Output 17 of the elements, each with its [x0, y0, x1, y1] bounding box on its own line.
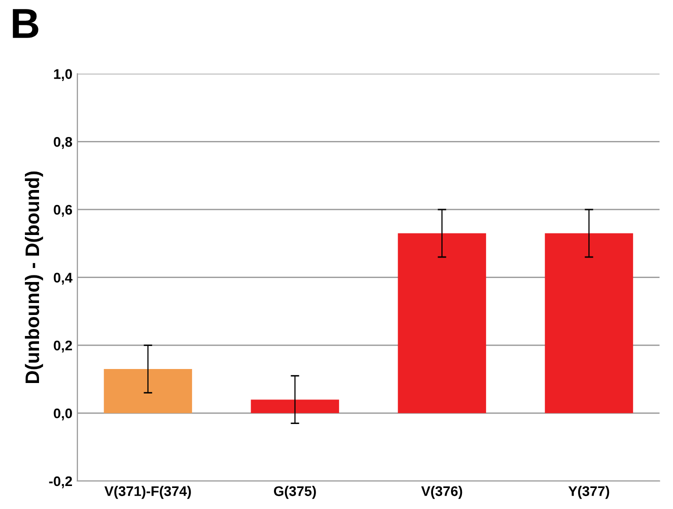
- y-tick-label: 1,0: [54, 69, 72, 81]
- bar: [250, 400, 340, 414]
- y-tick-label: 0,8: [54, 137, 72, 149]
- bar: [544, 233, 634, 414]
- x-tick-label: G(375): [274, 486, 316, 499]
- y-tick-label: 0,0: [54, 408, 72, 420]
- x-tick-label: V(371)-F(374): [104, 486, 191, 499]
- x-tick-label: V(376): [421, 486, 462, 499]
- y-tick-label: 0,4: [54, 272, 72, 285]
- text: B: [12, 9, 38, 38]
- bar: [104, 369, 192, 414]
- x-tick-label: Y(377): [568, 486, 610, 499]
- y-tick-label: 0,2: [54, 340, 72, 352]
- y-tick-label: -0,2: [49, 476, 72, 488]
- y-axis-title: D(unbound) - D(bound): [24, 171, 44, 383]
- y-tick-label: 0,6: [54, 204, 72, 217]
- bar: [398, 233, 486, 414]
